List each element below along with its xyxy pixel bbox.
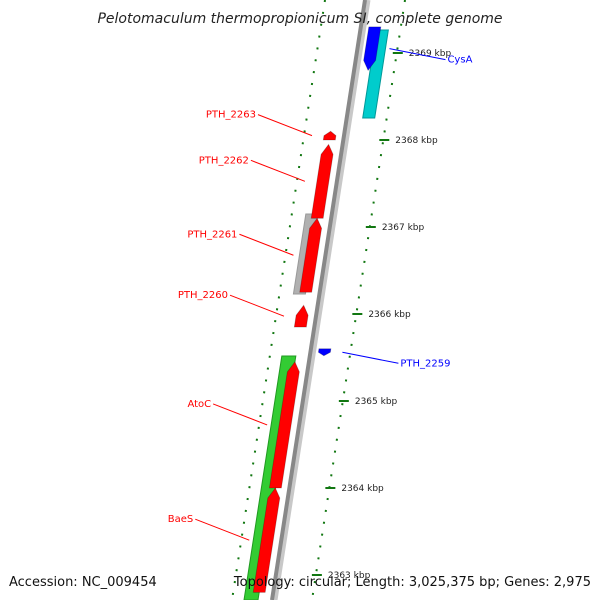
map-title: Pelotomaculum thermopropionicum SI, comp… <box>97 11 502 27</box>
scale-tick-label: 2369 kbp <box>409 49 452 59</box>
scale-tick-label: 2367 kbp <box>382 223 425 233</box>
gene-arrow-cysa[interactable] <box>363 26 382 72</box>
scale-tick-label: 2366 kbp <box>368 310 411 320</box>
gene-label-text: PTH_2259 <box>400 358 450 369</box>
outer-dotted-ring <box>231 0 326 600</box>
gene-label-baes[interactable]: BaeS <box>168 514 250 541</box>
gene-label-cysa[interactable]: CysA <box>389 48 473 66</box>
scale-ticks: 2369 kbp 2368 kbp 2367 kbp 2366 kbp 2365 kbp… <box>311 49 452 581</box>
gene-arrow-pth-2259[interactable] <box>317 348 332 357</box>
leader-line <box>212 403 268 426</box>
gene-arrow-pth-2260[interactable] <box>293 304 309 328</box>
ring-layer <box>231 0 406 600</box>
leader-line <box>250 159 306 182</box>
gene-label-text: PTH_2261 <box>187 229 237 240</box>
scale-tick-label: 2365 kbp <box>355 397 398 407</box>
gene-label-text: AtoC <box>187 399 211 410</box>
accession-text: Accession: NC_009454 <box>9 575 157 590</box>
gc-content-segment <box>362 29 389 119</box>
leader-line <box>239 233 294 256</box>
feature-layer <box>243 26 389 600</box>
gene-label-pth-2263[interactable]: PTH_2263 <box>206 110 313 137</box>
leader-line <box>389 48 446 61</box>
gene-label-text: PTH_2263 <box>206 110 256 121</box>
leader-line <box>195 518 250 541</box>
gene-label-atoc[interactable]: AtoC <box>187 399 268 426</box>
scale-tick-label: 2363 kbp <box>328 571 371 581</box>
leader-line <box>342 351 399 364</box>
gene-arrow-pth-2263[interactable] <box>322 130 337 141</box>
gene-label-pth-2260[interactable]: PTH_2260 <box>178 290 285 317</box>
genome-backbone <box>270 0 367 600</box>
gene-arrow-pth-2262[interactable] <box>310 143 334 219</box>
gene-label-text: PTH_2260 <box>178 290 228 301</box>
scale-tick-label: 2368 kbp <box>395 136 438 146</box>
feature-labels: CysA PTH_2263 PTH_2262 PTH_2261 PTH_2260 PTH_… <box>168 48 473 541</box>
scale-tick-label: 2364 kbp <box>341 484 384 494</box>
gene-label-text: BaeS <box>168 514 194 525</box>
gene-arrow-atoc[interactable] <box>268 361 300 489</box>
backbone-shadow <box>272 0 371 600</box>
gene-label-pth-2259[interactable]: PTH_2259 <box>342 351 451 369</box>
gene-label-pth-2261[interactable]: PTH_2261 <box>187 229 294 256</box>
gene-label-text: PTH_2262 <box>199 155 249 166</box>
gene-arrow-baes[interactable] <box>252 487 281 593</box>
leader-line <box>257 114 313 137</box>
inner-dotted-ring <box>311 0 406 600</box>
gene-label-text: CysA <box>447 55 472 66</box>
gene-arrow-pth-2261[interactable] <box>299 217 323 293</box>
leader-line <box>229 294 285 317</box>
gene-label-pth-2262[interactable]: PTH_2262 <box>199 155 306 182</box>
genome-summary-text: Topology: circular; Length: 3,025,375 bp… <box>233 575 591 590</box>
